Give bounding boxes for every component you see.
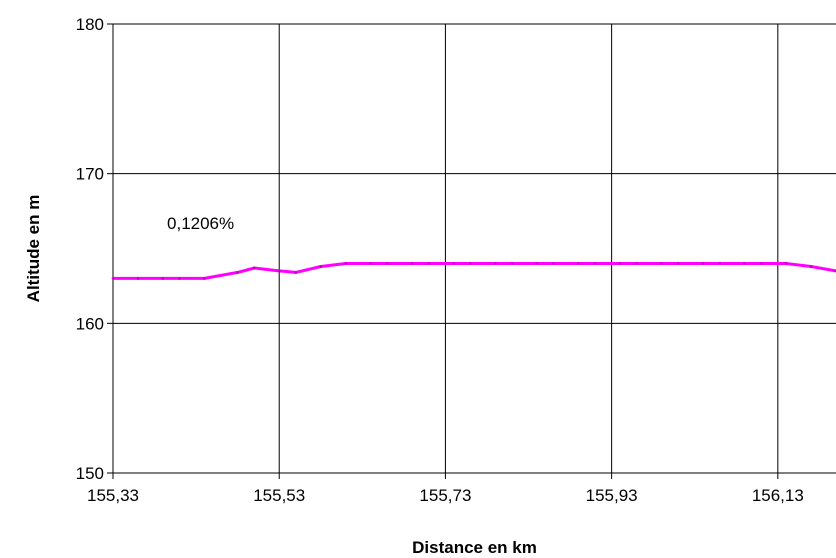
data-point <box>252 266 256 270</box>
x-tick-label: 155,73 <box>419 486 471 505</box>
data-point <box>385 262 389 265</box>
x-tick-label: 155,53 <box>253 486 305 505</box>
data-point <box>161 277 165 280</box>
data-point <box>493 262 497 265</box>
data-point <box>635 262 638 265</box>
data-point <box>577 262 580 265</box>
data-point <box>369 262 372 265</box>
data-point <box>593 262 597 265</box>
data-point <box>784 262 788 265</box>
data-point <box>809 265 813 268</box>
data-point <box>178 277 181 280</box>
data-point <box>319 265 323 268</box>
label-layer: 150 160 170 180 155,33 155,53 155,73 155,93 156,… <box>76 15 804 505</box>
data-point <box>552 262 555 265</box>
slope-annotation: 0,1206% <box>167 214 234 233</box>
data-point <box>701 262 705 265</box>
y-tick-label: 150 <box>76 464 104 483</box>
data-point <box>136 277 140 280</box>
data-point <box>277 269 281 273</box>
altitude-series-line <box>113 262 836 280</box>
data-point <box>759 262 763 265</box>
x-axis-title: Distance en km <box>412 538 537 557</box>
data-point <box>203 277 206 280</box>
data-point <box>660 262 663 265</box>
data-point <box>743 262 746 265</box>
grid-layer <box>113 23 836 473</box>
y-tick-label: 180 <box>76 15 104 34</box>
data-point <box>111 277 115 280</box>
data-point <box>676 262 680 265</box>
data-point <box>410 262 414 265</box>
data-point <box>535 262 539 265</box>
data-point <box>469 262 472 265</box>
data-point <box>236 271 239 274</box>
y-tick-label: 170 <box>76 165 104 184</box>
x-tick-label: 155,93 <box>586 486 638 505</box>
data-point <box>618 262 622 265</box>
data-point <box>294 271 298 274</box>
data-point <box>718 262 721 265</box>
y-tick-label: 160 <box>76 314 104 333</box>
data-point <box>427 262 431 265</box>
data-point <box>510 262 514 265</box>
x-tick-label: 155,33 <box>87 486 139 505</box>
axis-layer <box>107 23 836 479</box>
data-point <box>344 262 347 265</box>
x-tick-label: 156,13 <box>752 486 804 505</box>
data-point <box>452 262 456 265</box>
series-layer <box>111 262 836 280</box>
y-axis-title: Altitude en m <box>24 195 43 303</box>
